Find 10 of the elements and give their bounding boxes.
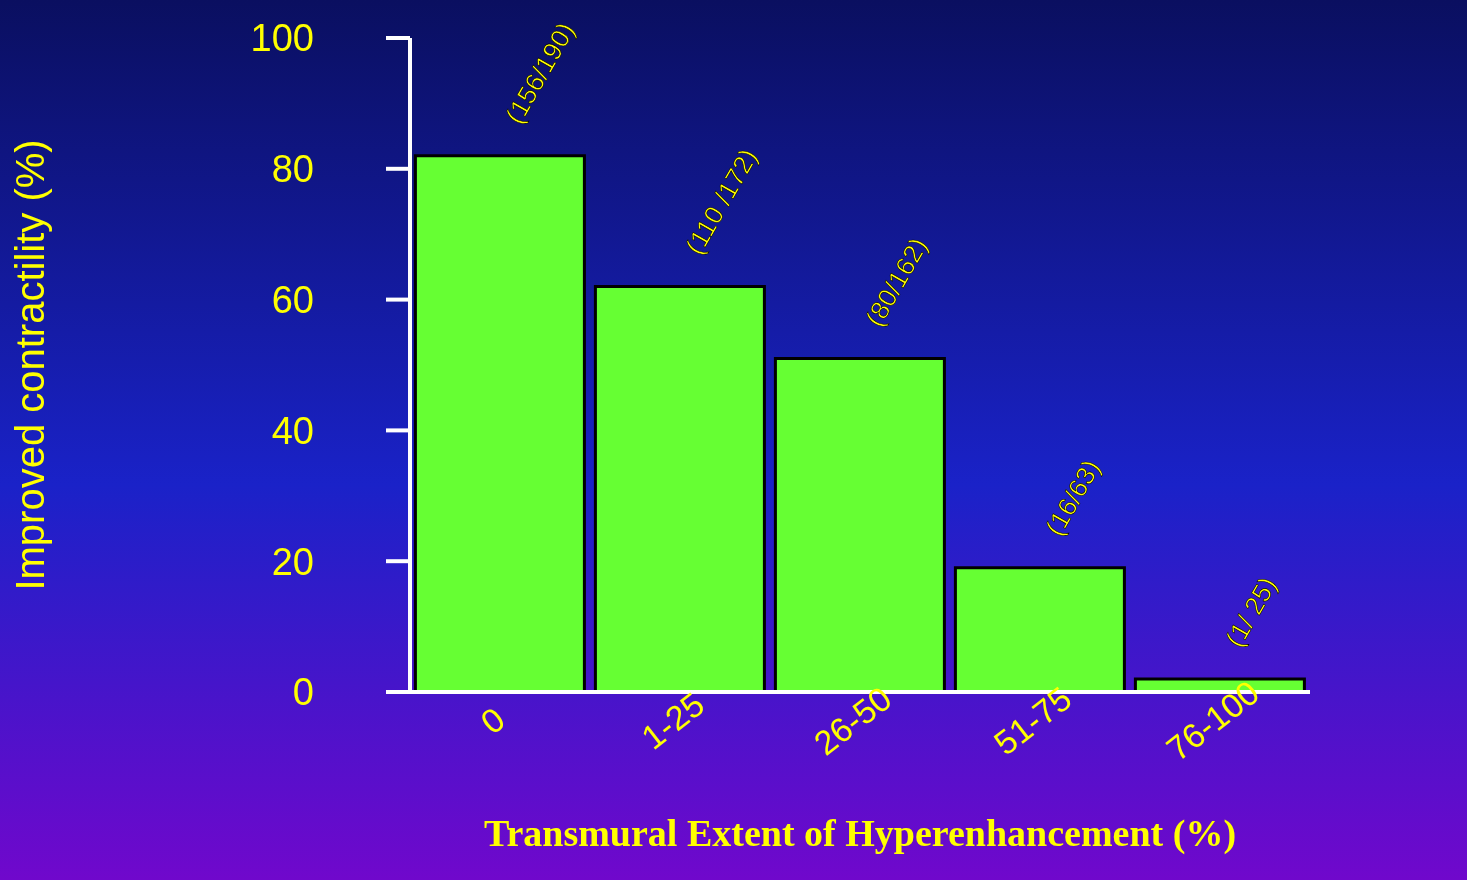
y-tick-label: 40 [271,409,314,452]
y-tick-label: 20 [271,540,314,583]
x-axis-title: Transmural Extent of Hyperenhancement (%) [483,812,1237,855]
y-tick-label: 100 [250,17,314,60]
y-tick-label: 60 [271,279,314,322]
y-tick-label: 80 [271,148,314,191]
bar [593,285,766,692]
y-axis-title: Improved contractility (%) [8,139,53,591]
data-label: (1/ 25) [1219,571,1283,652]
x-tick-label: 0 [473,699,512,742]
